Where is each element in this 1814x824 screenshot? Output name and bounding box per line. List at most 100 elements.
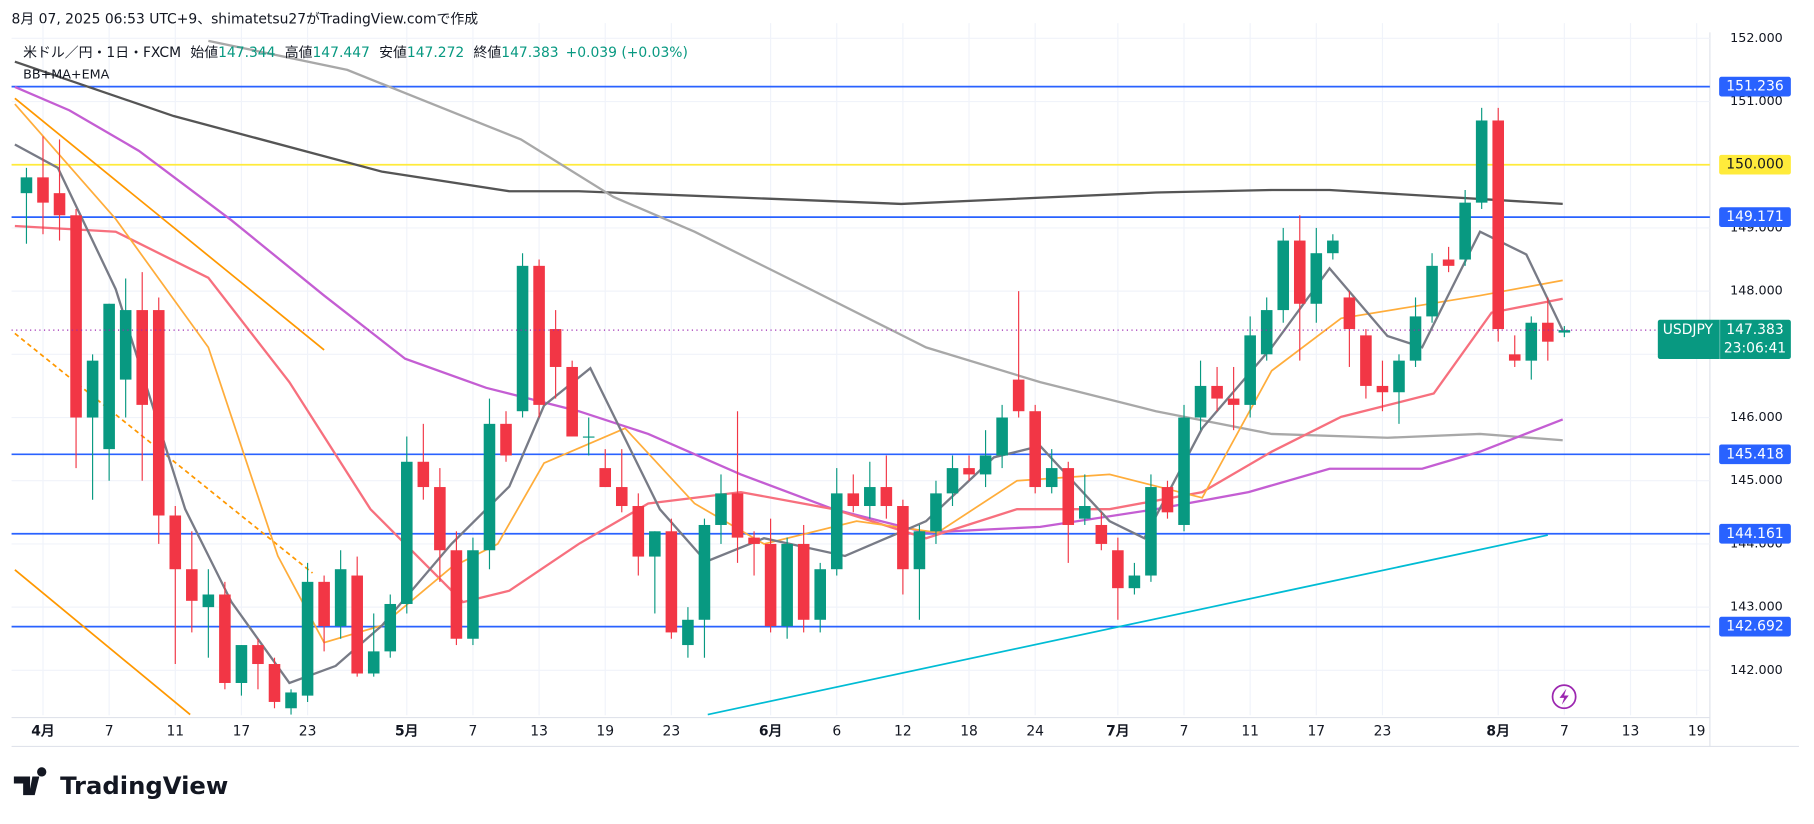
candle-body bbox=[1062, 468, 1075, 525]
candle-body bbox=[1244, 335, 1256, 405]
x-tick-label: 4月 bbox=[31, 723, 55, 739]
ohlc-value: 147.272 bbox=[407, 45, 464, 61]
x-tick-label: 7 bbox=[469, 723, 478, 739]
candle-body bbox=[1327, 240, 1339, 254]
y-tick-label: 151.000 bbox=[1730, 93, 1783, 108]
indicator: BB+MA+EMA bbox=[23, 67, 109, 82]
level-label: 149.171 bbox=[1726, 209, 1783, 225]
moving-average bbox=[14, 143, 1564, 685]
candle-body bbox=[1161, 487, 1174, 513]
countdown: 23:06:41 bbox=[1724, 341, 1786, 357]
candle-body bbox=[318, 581, 330, 627]
candle-body bbox=[748, 537, 760, 544]
x-tick-label: 11 bbox=[1241, 723, 1259, 739]
candle-body bbox=[731, 493, 744, 538]
level-label: 150.000 bbox=[1726, 157, 1783, 173]
trend-line bbox=[14, 569, 191, 716]
candle-body bbox=[500, 423, 512, 456]
x-tick-label: 6月 bbox=[759, 723, 783, 739]
moving-average bbox=[14, 224, 1563, 604]
x-tick-label: 7 bbox=[1560, 723, 1569, 739]
y-tick-label: 146.000 bbox=[1730, 409, 1783, 424]
candle-body bbox=[53, 193, 66, 216]
candle-body bbox=[615, 487, 628, 507]
candle-body bbox=[1012, 379, 1025, 412]
candle-body bbox=[864, 487, 876, 507]
y-tick-label: 145.000 bbox=[1730, 472, 1783, 487]
change: +0.039 (+0.03%) bbox=[566, 45, 688, 61]
ticker-box-edge bbox=[1719, 319, 1721, 360]
x-tick-label: 6 bbox=[832, 723, 841, 739]
header: 8月 07, 2025 06:53 UTC+9、shimatetsu27がTra… bbox=[12, 12, 479, 28]
level-label-box bbox=[1719, 523, 1791, 544]
x-tick-label: 8月 bbox=[1486, 723, 1510, 739]
candle-body bbox=[252, 645, 264, 665]
candle-body bbox=[549, 329, 562, 367]
candle-body bbox=[268, 664, 281, 702]
candle-body bbox=[119, 310, 132, 380]
candle-body bbox=[1145, 487, 1157, 576]
ohlc-label: 終値 bbox=[474, 45, 502, 61]
level-label-box bbox=[1719, 207, 1791, 227]
candle-body bbox=[566, 366, 578, 437]
candle-body bbox=[450, 550, 463, 639]
candle-body bbox=[1542, 322, 1554, 342]
candle-body bbox=[632, 506, 645, 557]
candle-body bbox=[1293, 240, 1306, 304]
candle-body bbox=[1459, 202, 1471, 260]
candle-body bbox=[880, 487, 893, 507]
candle-body bbox=[70, 215, 82, 418]
candle-body bbox=[682, 619, 694, 646]
candle-body bbox=[1409, 316, 1422, 361]
replay-icon[interactable] bbox=[1551, 684, 1577, 710]
level-label: 144.161 bbox=[1726, 526, 1783, 542]
moving-average bbox=[208, 39, 1563, 442]
candle-body bbox=[351, 575, 363, 674]
candle-body bbox=[1211, 385, 1223, 399]
x-tick-label: 13 bbox=[530, 723, 548, 739]
candle-body bbox=[136, 310, 148, 405]
candle-body bbox=[401, 461, 413, 604]
y-tick-label: 152.000 bbox=[1730, 30, 1783, 45]
candle-body bbox=[913, 531, 926, 570]
candle-body bbox=[483, 423, 496, 551]
candle-body bbox=[301, 581, 314, 696]
price-label-box bbox=[1657, 319, 1791, 360]
x-tick-label: 17 bbox=[1307, 723, 1325, 739]
candle-body bbox=[781, 543, 793, 627]
candle-body bbox=[334, 569, 347, 627]
x-tick-label: 5月 bbox=[395, 723, 419, 739]
symbol: 米ドル／円・1日・FXCM bbox=[23, 45, 181, 61]
candle-body bbox=[582, 436, 595, 438]
candle-body bbox=[434, 487, 446, 551]
candle-body bbox=[1095, 524, 1108, 544]
candle-body bbox=[86, 360, 99, 418]
candle-body bbox=[20, 177, 33, 194]
candle-body bbox=[1426, 265, 1438, 317]
candle-body bbox=[103, 303, 115, 450]
y-tick-label: 148.000 bbox=[1730, 283, 1783, 298]
level-label-box bbox=[1719, 616, 1791, 637]
candle-body bbox=[946, 468, 959, 494]
level-label-box bbox=[1719, 444, 1791, 465]
y-tick-label: 142.000 bbox=[1730, 662, 1783, 677]
level-label-box bbox=[1719, 76, 1791, 97]
candle-body bbox=[1079, 506, 1091, 519]
moving-average bbox=[14, 60, 1563, 206]
candle-body bbox=[467, 550, 479, 639]
brand: TradingView bbox=[60, 771, 228, 800]
grid bbox=[11, 23, 1710, 716]
candle-body bbox=[1277, 240, 1290, 311]
candle-body bbox=[417, 461, 430, 488]
candle-body bbox=[367, 651, 380, 674]
candle-body bbox=[1029, 411, 1041, 488]
candle-body bbox=[996, 417, 1008, 456]
candle-body bbox=[665, 531, 678, 633]
candle-body bbox=[1442, 259, 1455, 266]
candle-body bbox=[963, 468, 975, 475]
moving-average bbox=[14, 85, 1564, 534]
candle-body bbox=[219, 594, 231, 683]
x-tick-label: 19 bbox=[596, 723, 614, 739]
candle-body bbox=[285, 692, 297, 709]
